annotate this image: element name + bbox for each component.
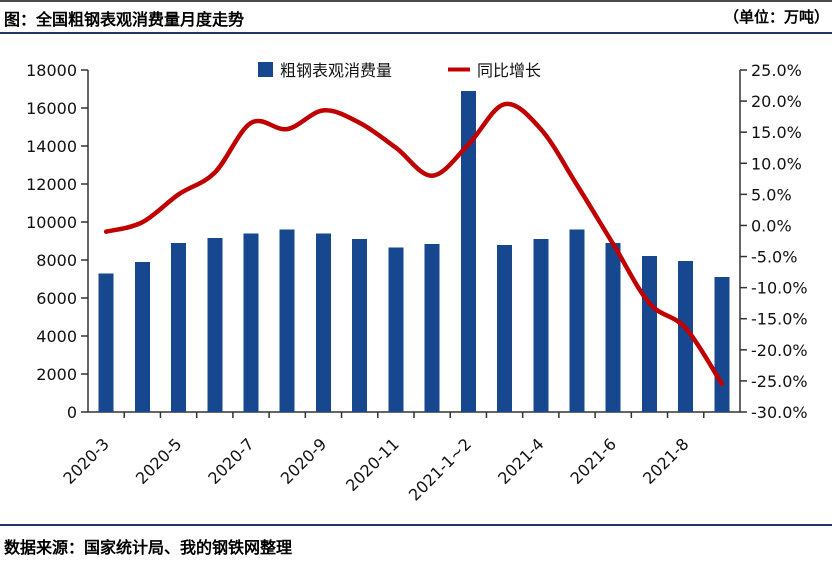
left-axis-label: 8000 (36, 251, 77, 270)
data-source: 数据来源：国家统计局、我的钢铁网整理 (4, 538, 293, 557)
right-axis-label: 25.0% (751, 61, 802, 80)
bar (207, 238, 223, 412)
bar (388, 247, 404, 412)
chart-title: 图：全国粗钢表观消费量月度走势 (4, 10, 245, 29)
right-axis-label: 20.0% (751, 92, 802, 111)
bar (243, 233, 259, 412)
bar (678, 261, 694, 412)
right-axis-label: 10.0% (751, 154, 802, 173)
bar (460, 90, 476, 413)
left-axis-label: 4000 (36, 327, 77, 346)
right-axis-label: -10.0% (751, 279, 808, 298)
bar (315, 233, 331, 412)
x-axis-label: 2020-7 (204, 434, 258, 488)
left-axis-label: 18000 (26, 61, 77, 80)
left-axis-label: 2000 (36, 365, 77, 384)
header-rule (0, 32, 832, 34)
right-axis-label: -5.0% (751, 248, 797, 267)
right-axis-label: 15.0% (751, 123, 802, 142)
unit-label: （单位：万吨） (723, 8, 829, 26)
x-axis-label: 2021-8 (639, 434, 693, 488)
bar (352, 239, 368, 412)
footer-rule (0, 524, 832, 526)
legend-bar-label: 粗钢表观消费量 (280, 61, 392, 80)
left-axis-label: 12000 (26, 175, 77, 194)
right-axis-label: -25.0% (751, 372, 808, 391)
bar (424, 243, 440, 412)
x-axis-label: 2021-1~2 (405, 434, 475, 504)
x-axis-label: 2020-11 (342, 434, 403, 495)
x-axis-label: 2021-6 (567, 434, 621, 488)
right-axis-label: 5.0% (751, 185, 792, 204)
x-axis-label: 2020-3 (59, 434, 113, 488)
left-axis-label: 14000 (26, 137, 77, 156)
right-axis-label: -15.0% (751, 310, 808, 329)
bar (497, 244, 513, 412)
right-axis-label: -30.0% (751, 403, 808, 422)
yoy-line (103, 101, 725, 387)
bar (605, 242, 621, 412)
left-axis-label: 6000 (36, 289, 77, 308)
bar (533, 239, 549, 412)
bar (569, 229, 585, 412)
right-axis-label: 0.0% (751, 216, 792, 235)
bar (641, 256, 657, 412)
x-axis-label: 2021-4 (494, 434, 548, 488)
bar (714, 277, 730, 412)
bar (279, 229, 295, 412)
bar (171, 242, 187, 412)
left-axis-label: 16000 (26, 99, 77, 118)
legend-line-label: 同比增长 (477, 61, 541, 80)
legend-bar-swatch (258, 62, 273, 77)
x-axis-label: 2020-5 (132, 434, 186, 488)
x-axis-label: 2020-9 (277, 434, 331, 488)
right-axis-label: -20.0% (751, 341, 808, 360)
left-axis-label: 0 (67, 403, 77, 422)
bar (134, 261, 150, 412)
bar (98, 273, 114, 412)
chart-header: 图：全国粗钢表观消费量月度走势 （单位：万吨） (0, 2, 832, 32)
left-axis-label: 10000 (26, 213, 77, 232)
chart-canvas: 18000 16000 14000 12000 10000 8000 6000 4000 200… (26, 61, 808, 505)
